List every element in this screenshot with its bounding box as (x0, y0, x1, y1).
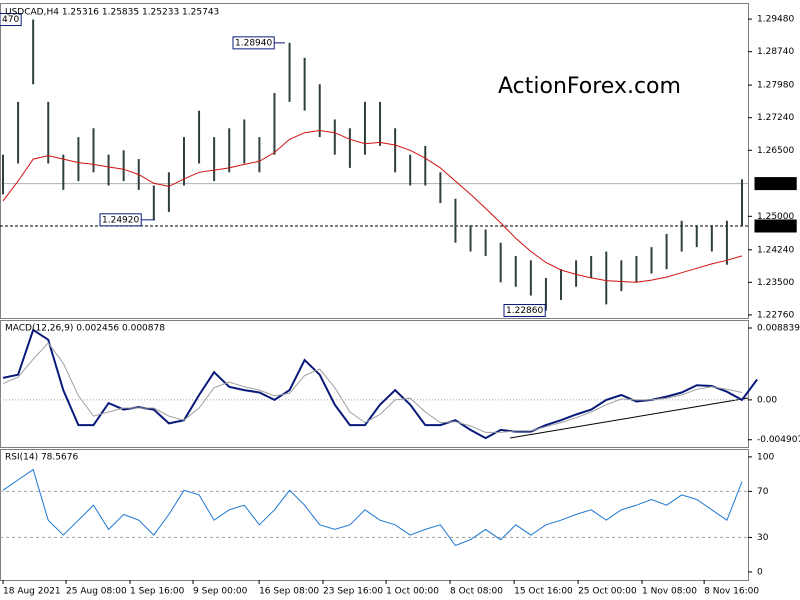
y-tick-label: -0.004907 (757, 435, 800, 445)
current-price-label: 1.25743 (757, 179, 794, 189)
x-tick-label: 25 Oct 00:00 (578, 587, 637, 597)
annotation-box (0, 13, 22, 27)
y-tick-label: 0.00 (757, 395, 777, 405)
annotation: 1.22860 (506, 306, 543, 316)
y-tick-label: 1.25000 (757, 212, 794, 222)
y-tick-label: 1.28740 (757, 47, 794, 57)
y-tick-label: 30 (757, 533, 769, 543)
x-tick-label: 1 Nov 08:00 (642, 587, 697, 597)
x-tick-label: 15 Oct 16:00 (514, 587, 573, 597)
x-tick-label: 16 Sep 08:00 (259, 587, 319, 597)
y-tick-label: 1.26500 (757, 146, 794, 156)
y-tick-label: 1.27240 (757, 113, 794, 123)
h-line-label-box (754, 219, 797, 233)
annotation-box (503, 304, 546, 318)
x-tick-label: 1 Oct 00:00 (386, 587, 439, 597)
y-tick-label: 1.23500 (757, 278, 794, 288)
current-price-label-box (754, 177, 797, 191)
pane-title: USDCAD,H4 1.25316 1.25835 1.25233 1.2574… (5, 8, 219, 18)
x-tick-label: 18 Aug 2021 (3, 587, 61, 597)
annotation: 470 (2, 15, 19, 25)
pane-title: RSI(14) 78.5676 (5, 453, 78, 463)
watermark: ActionForex.com (498, 74, 681, 99)
y-tick-label: 1.22760 (757, 310, 794, 320)
series-line (2, 129, 743, 283)
annotation: 1.24920 (102, 215, 139, 225)
y-tick-label: 0.008839 (757, 323, 800, 333)
pane-title: MACD(12,26,9) 0.002456 0.000878 (5, 324, 165, 334)
annotation: 1.28940 (235, 38, 272, 48)
x-tick-label: 25 Aug 08:00 (66, 587, 127, 597)
series-line (2, 468, 743, 547)
h-line-label: 1.24780 (757, 221, 794, 231)
y-tick-label: 70 (757, 487, 769, 497)
price-pane (0, 3, 749, 319)
x-tick-label: 23 Sep 16:00 (323, 587, 383, 597)
y-tick-label: 100 (757, 452, 774, 462)
macd-pane (0, 320, 749, 448)
y-tick-label: 0 (757, 567, 763, 577)
rsi-pane (0, 449, 749, 581)
x-tick-label: 8 Oct 08:00 (450, 587, 503, 597)
y-tick-label: 1.24240 (757, 245, 794, 255)
series-line (2, 342, 743, 433)
x-tick-label: 9 Sep 00:00 (193, 587, 248, 597)
trend-line (509, 397, 749, 439)
x-tick-label: 8 Nov 16:00 (704, 587, 759, 597)
y-tick-label: 1.29480 (757, 15, 794, 25)
x-tick-label: 1 Sep 16:00 (130, 587, 185, 597)
y-tick-label: 1.27980 (757, 81, 794, 91)
